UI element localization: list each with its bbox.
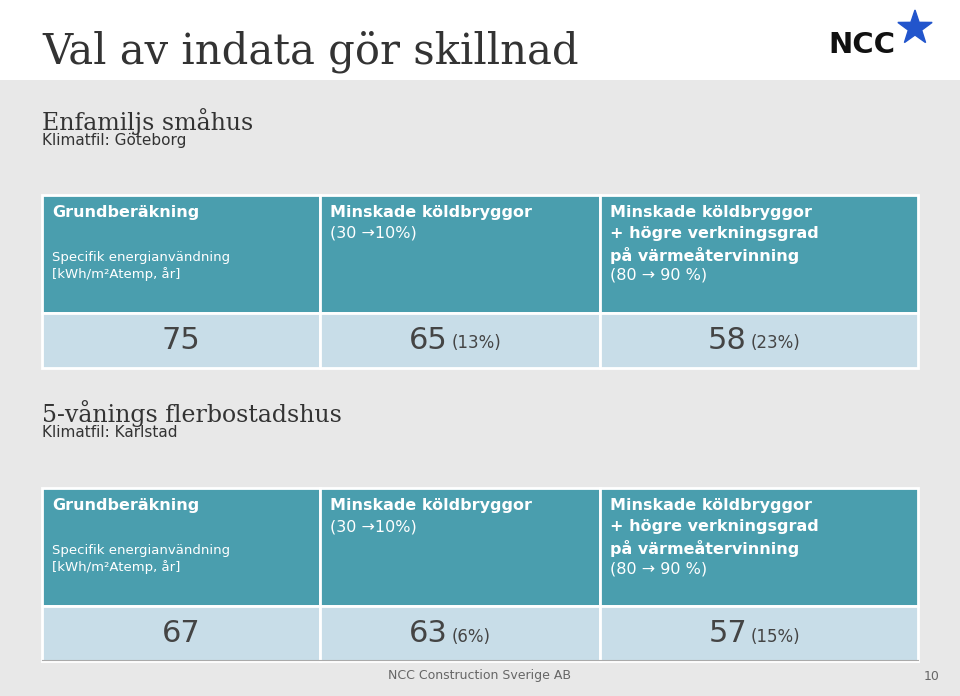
Bar	[600, 195, 918, 313]
Text: på värmeåtervinning: på värmeåtervinning	[610, 540, 800, 557]
Text: 65: 65	[409, 326, 448, 355]
Text: (15%): (15%)	[751, 628, 801, 645]
Text: Minskade köldbryggor: Minskade köldbryggor	[330, 205, 532, 220]
Text: Minskade köldbryggor: Minskade köldbryggor	[610, 205, 812, 220]
Text: (23%): (23%)	[751, 335, 801, 352]
Text: (30 →10%): (30 →10%)	[330, 519, 417, 534]
Bar	[42, 606, 320, 661]
Text: Enfamiljs småhus: Enfamiljs småhus	[42, 108, 253, 135]
Bar	[42, 195, 320, 313]
Text: 58: 58	[708, 326, 747, 355]
Text: Klimatfil: Göteborg: Klimatfil: Göteborg	[42, 133, 186, 148]
Text: 5-vånings flerbostadshus: 5-vånings flerbostadshus	[42, 400, 342, 427]
Bar	[0, 80, 960, 696]
Bar	[320, 195, 600, 313]
Bar	[320, 313, 600, 368]
Text: Specifik energianvändning: Specifik energianvändning	[52, 544, 230, 557]
Text: Minskade köldbryggor: Minskade köldbryggor	[330, 498, 532, 513]
Text: (80 → 90 %): (80 → 90 %)	[610, 268, 708, 283]
Text: Klimatfil: Karlstad: Klimatfil: Karlstad	[42, 425, 178, 440]
Bar	[42, 488, 320, 606]
Bar	[600, 313, 918, 368]
Text: 57: 57	[708, 619, 747, 648]
Text: Val av indata gör skillnad: Val av indata gör skillnad	[42, 31, 579, 73]
Text: NCC Construction Sverige AB: NCC Construction Sverige AB	[389, 670, 571, 683]
Text: [kWh/m²Atemp, år]: [kWh/m²Atemp, år]	[52, 560, 180, 574]
Bar	[0, 0, 960, 80]
Text: (30 →10%): (30 →10%)	[330, 226, 417, 241]
Text: Grundberäkning: Grundberäkning	[52, 498, 200, 513]
Text: 10: 10	[924, 670, 940, 683]
Text: (6%): (6%)	[452, 628, 491, 645]
Text: + högre verkningsgrad: + högre verkningsgrad	[610, 226, 819, 241]
Text: Specifik energianvändning: Specifik energianvändning	[52, 251, 230, 264]
Text: + högre verkningsgrad: + högre verkningsgrad	[610, 519, 819, 534]
Text: (13%): (13%)	[452, 335, 502, 352]
Text: 63: 63	[409, 619, 448, 648]
Text: 75: 75	[161, 326, 201, 355]
Bar	[320, 606, 600, 661]
Bar	[42, 313, 320, 368]
Text: NCC: NCC	[828, 31, 895, 59]
Text: Minskade köldbryggor: Minskade köldbryggor	[610, 498, 812, 513]
Text: på värmeåtervinning: på värmeåtervinning	[610, 247, 800, 264]
Text: Grundberäkning: Grundberäkning	[52, 205, 200, 220]
Bar	[600, 488, 918, 606]
Text: (80 → 90 %): (80 → 90 %)	[610, 561, 708, 576]
Text: [kWh/m²Atemp, år]: [kWh/m²Atemp, år]	[52, 267, 180, 281]
Bar	[600, 606, 918, 661]
Polygon shape	[898, 10, 932, 42]
Text: 67: 67	[161, 619, 201, 648]
Bar	[320, 488, 600, 606]
